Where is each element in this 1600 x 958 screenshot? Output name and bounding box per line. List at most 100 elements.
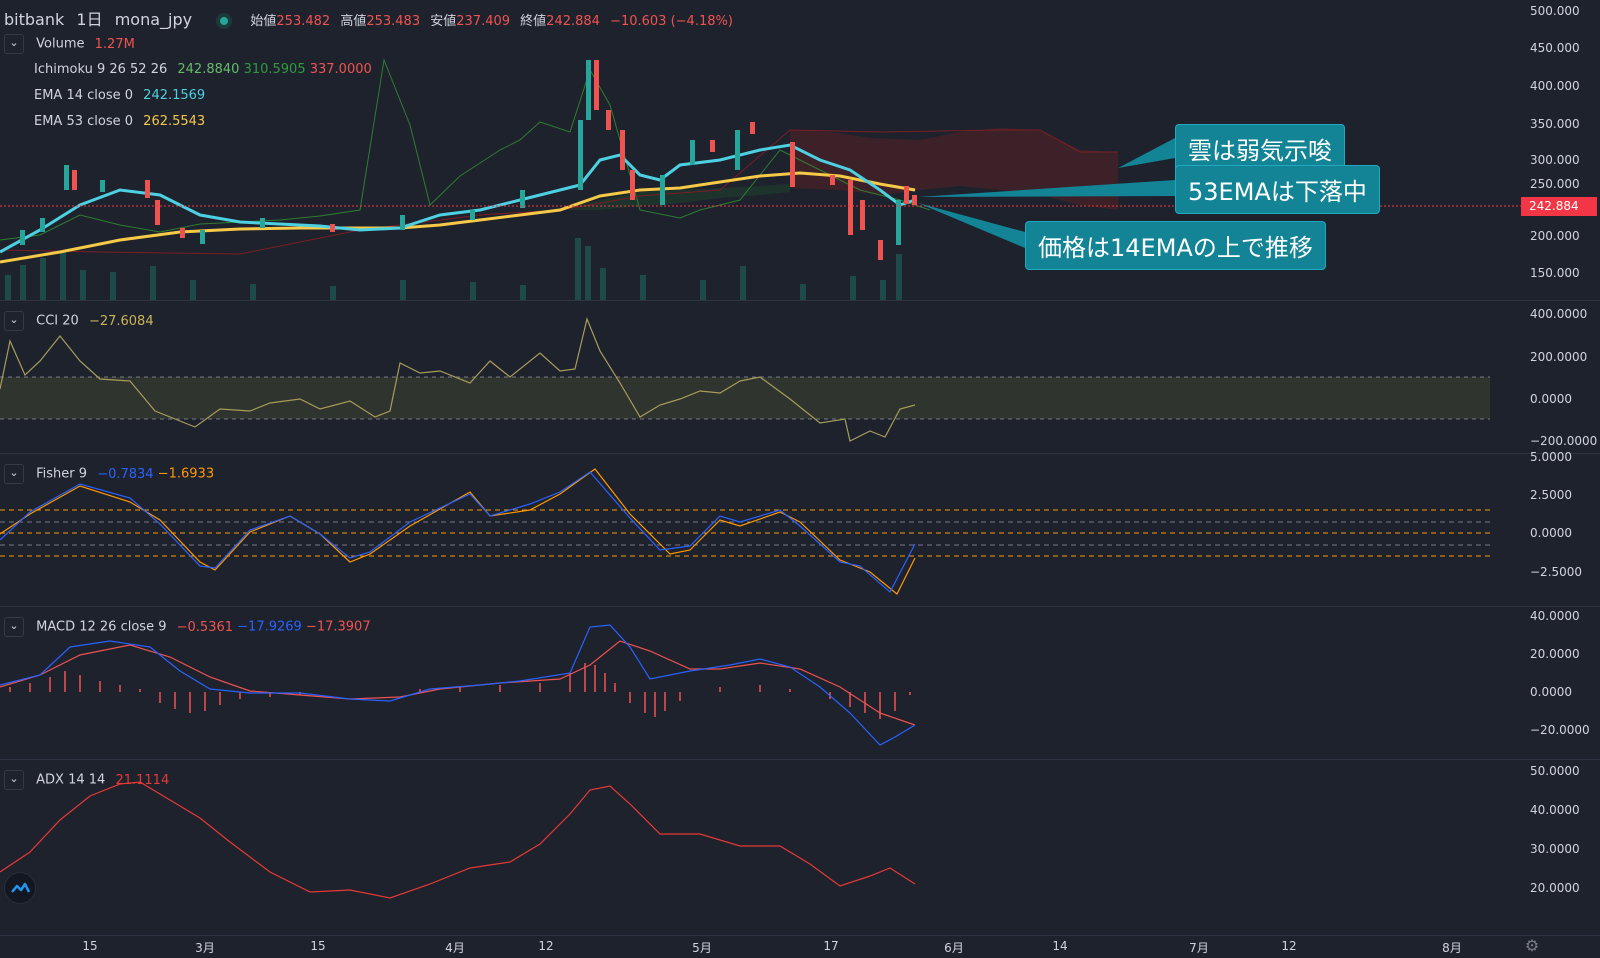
fisher-tick: 0.0000 <box>1530 526 1572 540</box>
cci-band <box>0 377 1490 419</box>
cci-value: −27.6084 <box>88 313 154 329</box>
ichimoku-cloud-line <box>0 129 1118 255</box>
fisher-legend: ⌄ Fisher 9 −0.7834 −1.6933 <box>4 464 214 484</box>
ichimoku-cloud-bull <box>560 184 790 210</box>
time-tick: 7月 <box>1189 941 1209 955</box>
adx-tick: 20.0000 <box>1530 881 1580 895</box>
change-value: −10.603 (−4.18%) <box>610 14 733 29</box>
fisher-trigger-line <box>0 468 916 595</box>
price-tick: 250.000 <box>1530 177 1580 191</box>
ichimoku-value-1: 242.8840 <box>177 62 240 77</box>
fisher-line <box>0 471 916 593</box>
pane-separator[interactable] <box>0 300 1600 301</box>
macd-chart[interactable] <box>0 607 1524 759</box>
ema53-legend: EMA 53 close 0 262.5543 <box>34 114 205 129</box>
low-value: 237.409 <box>456 14 511 29</box>
exchange-label[interactable]: bitbank <box>4 10 65 29</box>
macd-tick: −20.0000 <box>1530 723 1590 737</box>
ema53-value: 262.5543 <box>143 114 206 129</box>
cci-tick: 0.0000 <box>1530 392 1572 406</box>
annotation-ema53[interactable]: 53EMAは下落中 <box>1175 165 1380 214</box>
price-axis[interactable]: 500.000 450.000 400.000 350.000 300.000 … <box>1524 0 1600 300</box>
macd-axis[interactable]: 40.0000 20.0000 0.0000 −20.0000 <box>1524 607 1600 759</box>
tradingview-logo-icon[interactable] <box>4 872 36 904</box>
collapse-chevron-icon[interactable]: ⌄ <box>4 311 24 331</box>
cci-label[interactable]: CCI 20 <box>36 313 79 329</box>
macd-tick: 40.0000 <box>1530 609 1580 623</box>
fisher-axis[interactable]: 5.0000 2.5000 0.0000 −2.5000 <box>1524 450 1600 606</box>
price-tick: 450.000 <box>1530 41 1580 55</box>
ema14-legend: EMA 14 close 0 242.1569 <box>34 88 205 103</box>
adx-legend: ⌄ ADX 14 14 21.1114 <box>4 770 169 790</box>
time-tick: 8月 <box>1442 941 1462 955</box>
time-tick: 12 <box>538 939 554 953</box>
price-tick: 500.000 <box>1530 4 1580 18</box>
cci-tick: 400.0000 <box>1530 307 1588 321</box>
annotation-price[interactable]: 価格は14EMAの上で推移 <box>1025 221 1326 270</box>
fisher-tick: 2.5000 <box>1530 488 1572 502</box>
price-tick: 200.000 <box>1530 229 1580 243</box>
macd-histogram <box>9 663 911 719</box>
settings-gear-icon[interactable]: ⚙ <box>1524 936 1540 955</box>
high-label: 高値 <box>340 14 367 29</box>
time-tick: 4月 <box>445 941 465 955</box>
interval-label[interactable]: 1日 <box>76 10 103 29</box>
close-label: 終値 <box>520 14 547 29</box>
ichimoku-value-3: 337.0000 <box>309 62 372 77</box>
open-value: 253.482 <box>276 14 331 29</box>
collapse-chevron-icon[interactable]: ⌄ <box>4 617 24 637</box>
pane-separator[interactable] <box>0 453 1600 454</box>
volume-bars <box>5 238 902 300</box>
symbol-header: bitbank 1日 mona_jpy 始値253.482 高値253.483 … <box>4 6 733 30</box>
time-tick: 12 <box>1281 939 1297 953</box>
macd-line <box>0 624 916 746</box>
time-tick: 17 <box>823 939 839 953</box>
volume-label[interactable]: Volume <box>36 36 85 52</box>
ema14-line <box>0 143 916 254</box>
adx-tick: 30.0000 <box>1530 842 1580 856</box>
macd-label[interactable]: MACD 12 26 close 9 <box>36 619 167 635</box>
price-tick: 350.000 <box>1530 117 1580 131</box>
fisher-chart[interactable] <box>0 454 1524 606</box>
cci-chart[interactable] <box>0 301 1524 453</box>
time-tick: 14 <box>1052 939 1068 953</box>
collapse-chevron-icon[interactable]: ⌄ <box>4 464 24 484</box>
pane-separator[interactable] <box>0 606 1600 607</box>
macd-signal-value: −17.3907 <box>305 619 371 635</box>
ema14-label[interactable]: EMA 14 close 0 <box>34 88 134 103</box>
volume-value: 1.27M <box>94 36 135 52</box>
macd-tick: 0.0000 <box>1530 685 1572 699</box>
callout-pointer-cloud <box>1118 138 1175 168</box>
ichimoku-cloud-bear <box>790 128 1118 210</box>
cci-line <box>0 317 916 442</box>
price-chart[interactable] <box>0 0 1524 300</box>
ichimoku-lagging-line <box>0 58 931 241</box>
collapse-chevron-icon[interactable]: ⌄ <box>4 34 24 54</box>
fisher-label[interactable]: Fisher 9 <box>36 466 88 482</box>
high-value: 253.483 <box>366 14 421 29</box>
fisher-tick: −2.5000 <box>1530 565 1583 579</box>
price-tick: 300.000 <box>1530 153 1580 167</box>
cci-axis[interactable]: 400.0000 200.0000 0.0000 −200.0000 <box>1524 301 1600 453</box>
ichimoku-label[interactable]: Ichimoku 9 26 52 26 <box>34 62 168 77</box>
adx-label[interactable]: ADX 14 14 <box>36 772 106 788</box>
fisher-tick: 5.0000 <box>1530 450 1572 464</box>
callout-pointer-ema53 <box>918 180 1175 197</box>
pane-separator[interactable] <box>0 759 1600 760</box>
logo-mountain-icon <box>11 882 31 893</box>
annotation-cloud[interactable]: 雲は弱気示唆 <box>1175 124 1345 173</box>
ema53-label[interactable]: EMA 53 close 0 <box>34 114 134 129</box>
last-price-tag: 242.884 <box>1521 197 1597 216</box>
adx-axis[interactable]: 50.0000 40.0000 30.0000 20.0000 <box>1524 760 1600 936</box>
fisher-value: −0.7834 <box>97 466 154 482</box>
symbol-label[interactable]: mona_jpy <box>114 10 193 29</box>
ema14-value: 242.1569 <box>143 88 206 103</box>
time-axis[interactable]: 15 3月 15 4月 12 5月 17 6月 14 7月 12 8月 <box>0 935 1524 958</box>
time-tick: 15 <box>310 939 326 953</box>
adx-tick: 50.0000 <box>1530 764 1580 778</box>
adx-chart[interactable] <box>0 760 1524 936</box>
adx-line <box>0 781 916 899</box>
collapse-chevron-icon[interactable]: ⌄ <box>4 770 24 790</box>
time-tick: 6月 <box>944 941 964 955</box>
cci-legend: ⌄ CCI 20 −27.6084 <box>4 311 154 331</box>
